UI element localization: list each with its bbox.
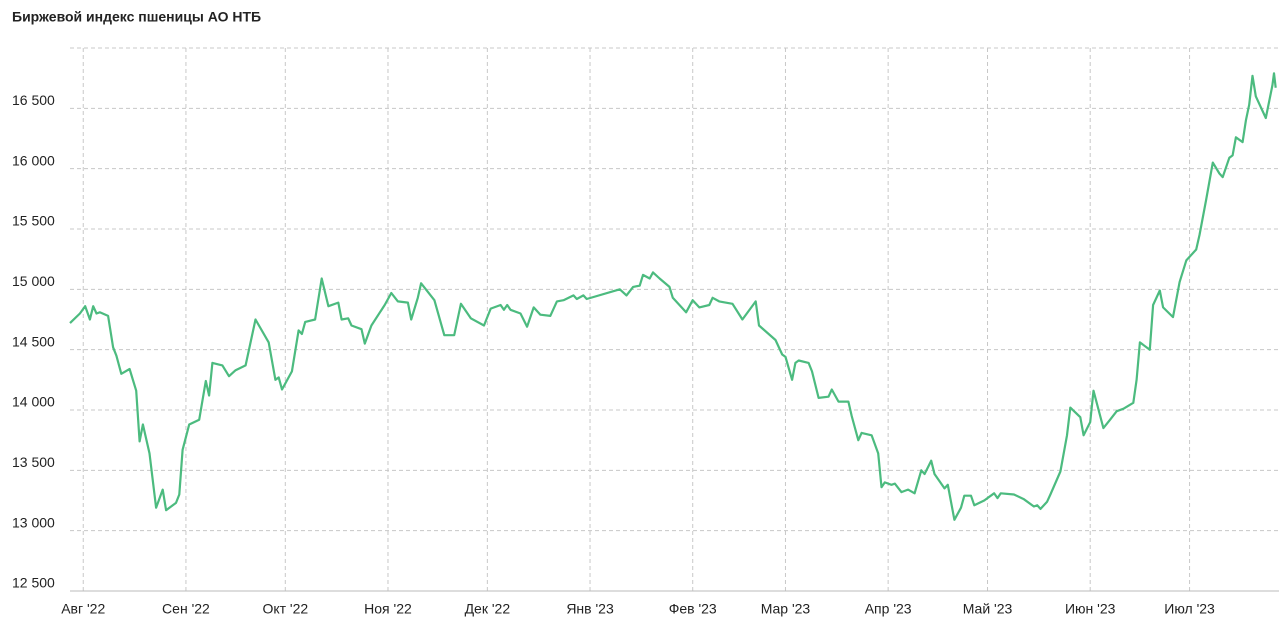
y-tick-label: 14 000 [12,394,55,410]
y-tick-label: 15 500 [12,213,55,229]
x-tick-label: Июн '23 [1065,601,1116,617]
x-tick-label: Янв '23 [566,601,614,617]
y-tick-label: 12 500 [12,575,55,591]
chart-title: Биржевой индекс пшеницы АО НТБ [12,9,261,25]
data-line [69,72,1277,521]
y-tick-label: 13 500 [12,454,55,470]
y-tick-label: 16 500 [12,92,55,108]
x-tick-label: Май '23 [963,601,1013,617]
x-tick-label: Авг '22 [61,601,105,617]
x-tick-label: Сен '22 [162,601,210,617]
y-tick-label: 15 000 [12,273,55,289]
x-tick-label: Дек '22 [465,601,511,617]
x-tick-label: Апр '23 [865,601,912,617]
x-tick-label: Фев '23 [669,601,717,617]
x-tick-label: Окт '22 [262,601,308,617]
x-tick-label: Июл '23 [1164,601,1215,617]
y-tick-label: 14 500 [12,333,55,349]
y-tick-label: 16 000 [12,152,55,168]
x-tick-label: Мар '23 [761,601,811,617]
x-tick-label: Ноя '22 [364,601,412,617]
y-tick-label: 13 000 [12,514,55,530]
